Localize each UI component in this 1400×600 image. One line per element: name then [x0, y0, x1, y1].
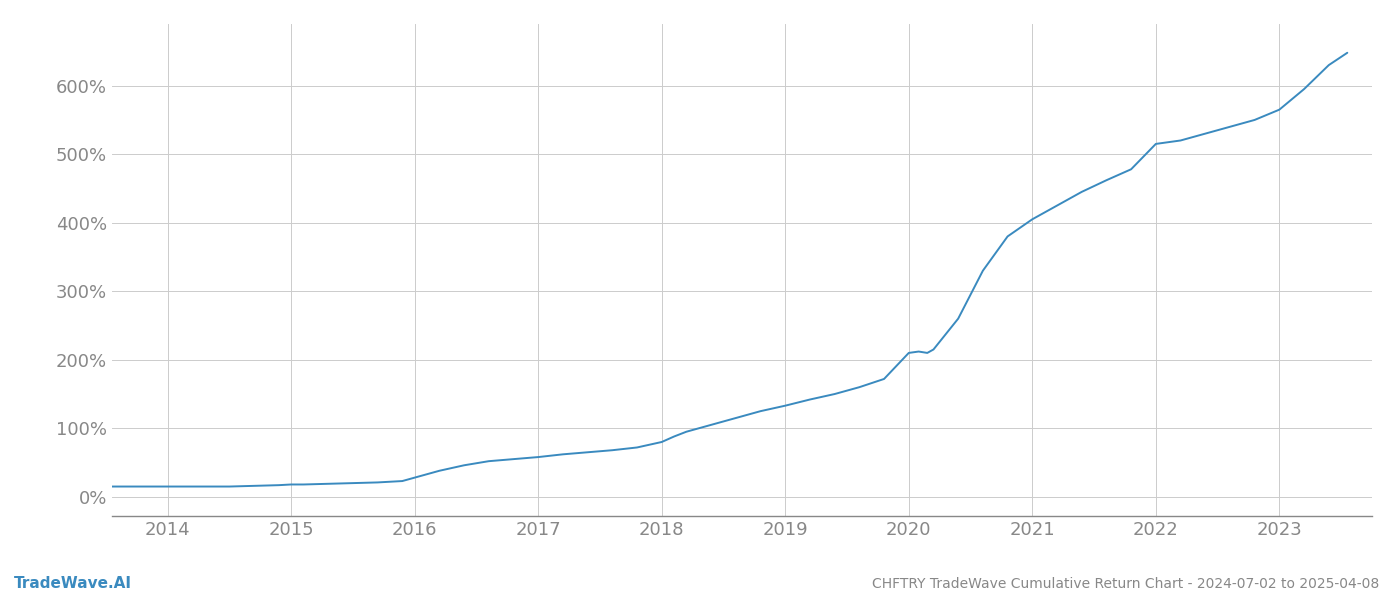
Text: TradeWave.AI: TradeWave.AI: [14, 576, 132, 591]
Text: CHFTRY TradeWave Cumulative Return Chart - 2024-07-02 to 2025-04-08: CHFTRY TradeWave Cumulative Return Chart…: [872, 577, 1379, 591]
